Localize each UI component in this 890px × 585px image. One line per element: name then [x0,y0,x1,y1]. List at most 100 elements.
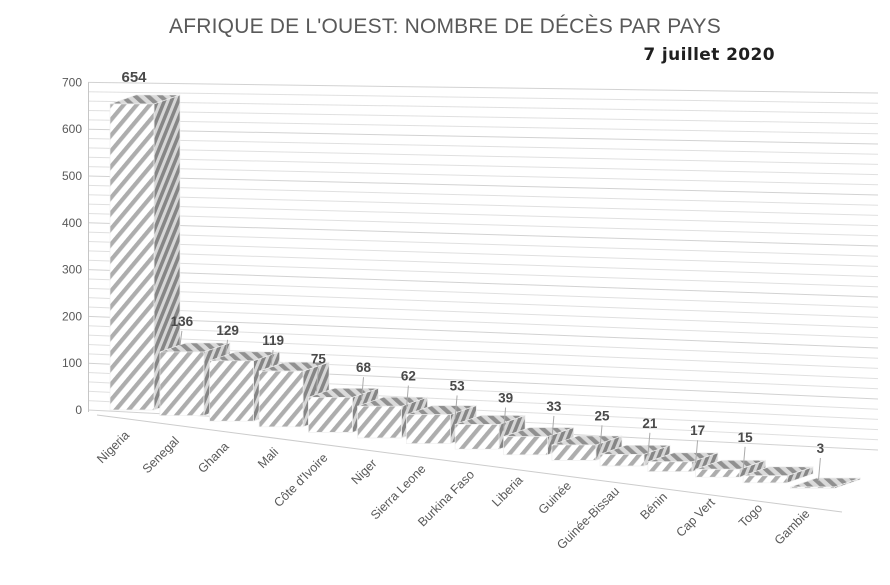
label-leader-line [647,432,651,456]
y-tick-label-0: 0 [75,403,82,417]
gridline-minor [87,278,879,308]
gridline-minor [87,297,879,329]
bar-cap-vert [695,459,766,478]
bar-front-face [790,486,835,489]
label-leader-line [695,440,699,464]
bar-front-face [209,360,254,422]
y-tick-label-100: 100 [62,356,82,370]
gridline-major [87,269,879,298]
bar-front-face [406,414,451,444]
value-axis: 0 100 200 300 400 500 600 700 [62,75,843,513]
value-label-136: 136 [171,314,194,329]
bar-front-face [599,453,645,467]
gridline-minor [87,138,879,155]
gridline-major [87,315,879,349]
value-label-25: 25 [594,408,610,423]
bars [109,94,861,489]
y-tick-label-200: 200 [62,309,82,323]
label-leader-line [599,425,603,449]
y-tick-label-600: 600 [62,122,82,136]
category-label-benin: Bénin [638,490,671,523]
gridlines [87,81,879,451]
floor-front-edge [96,414,843,513]
category-label-mali: Mali [255,445,281,471]
bar-front-face [647,461,693,472]
label-leader-line [179,330,183,347]
label-leader-line [551,415,555,439]
bar-nigeria [109,94,181,411]
chart-title: AFRIQUE DE L'OUEST: NOMBRE DE DÉCÈS PAR … [169,15,721,38]
gridline-minor [87,287,879,318]
gridline-major [87,128,879,145]
value-label-3: 3 [817,441,825,456]
gridline-minor [87,212,879,237]
bar-front-face [454,424,500,450]
data-labels: 654 136 129 119 75 68 62 53 39 33 25 21 17 15 3 [121,69,825,482]
value-label-39: 39 [498,391,513,406]
value-label-21: 21 [642,416,658,431]
label-leader-line [817,457,821,482]
y-tick-label-400: 400 [62,216,82,230]
gridline-minor [87,259,879,288]
value-label-62: 62 [401,369,416,384]
category-label-liberia: Liberia [489,473,525,509]
value-label-75: 75 [311,351,327,366]
gridline-minor [87,119,879,135]
y-tick-label-700: 700 [62,75,82,89]
category-label-senegal: Senegal [140,434,182,476]
category-label-burkina-faso: Burkina Faso [415,467,477,529]
label-leader-line [454,395,458,419]
category-label-ghana: Ghana [195,439,231,475]
y-tick-label-300: 300 [62,263,82,277]
gridline-minor [87,166,879,186]
gridline-minor [87,156,879,176]
bar-front-face [308,396,353,433]
gridline-minor [87,147,879,165]
category-label-cote-d-ivoire: Côte d'Ivoire [271,451,330,510]
gridline-minor [87,109,879,125]
value-label-129: 129 [216,323,239,338]
label-leader-line [361,377,364,401]
gridline-minor [87,184,879,206]
bar-front-face [742,475,788,484]
category-label-sierra-leone: Sierra Leone [368,462,429,523]
gridline-minor [87,306,879,339]
gridline-minor [87,325,879,359]
bar-niger [357,396,428,439]
label-leader-line [225,339,229,355]
category-label-gambie: Gambie [772,507,813,548]
bar-front-face [159,351,205,416]
bar-front-face [258,370,304,428]
label-leader-line [270,350,274,366]
gridline-minor [87,334,879,369]
gridline-major [87,222,879,247]
gridline-minor [87,194,879,216]
value-label-119: 119 [262,333,284,348]
value-label-654: 654 [121,69,147,86]
value-label-53: 53 [450,378,466,393]
bar-gambie [790,477,861,489]
label-leader-line [503,407,507,431]
category-label-guinee: Guinée [536,479,574,517]
value-label-15: 15 [738,430,754,445]
category-label-togo: Togo [736,501,765,530]
category-label-cap-vert: Cap Vert [673,495,718,540]
gridline-minor [87,250,879,278]
gridline-minor [87,241,879,267]
gridline-minor [87,231,879,257]
bar-front-face [695,468,740,478]
gridline-minor [87,100,879,114]
bar-togo [742,466,814,484]
chart-date-label: 7 juillet 2020 [643,45,775,65]
value-label-17: 17 [690,423,705,438]
bar-front-face [503,436,548,456]
label-leader-line [315,368,319,392]
bar-front-face [357,405,402,439]
bar-front-face [109,103,155,411]
y-tick-label-500: 500 [62,169,82,183]
bar-front-face [551,444,597,461]
value-label-33: 33 [546,399,562,414]
